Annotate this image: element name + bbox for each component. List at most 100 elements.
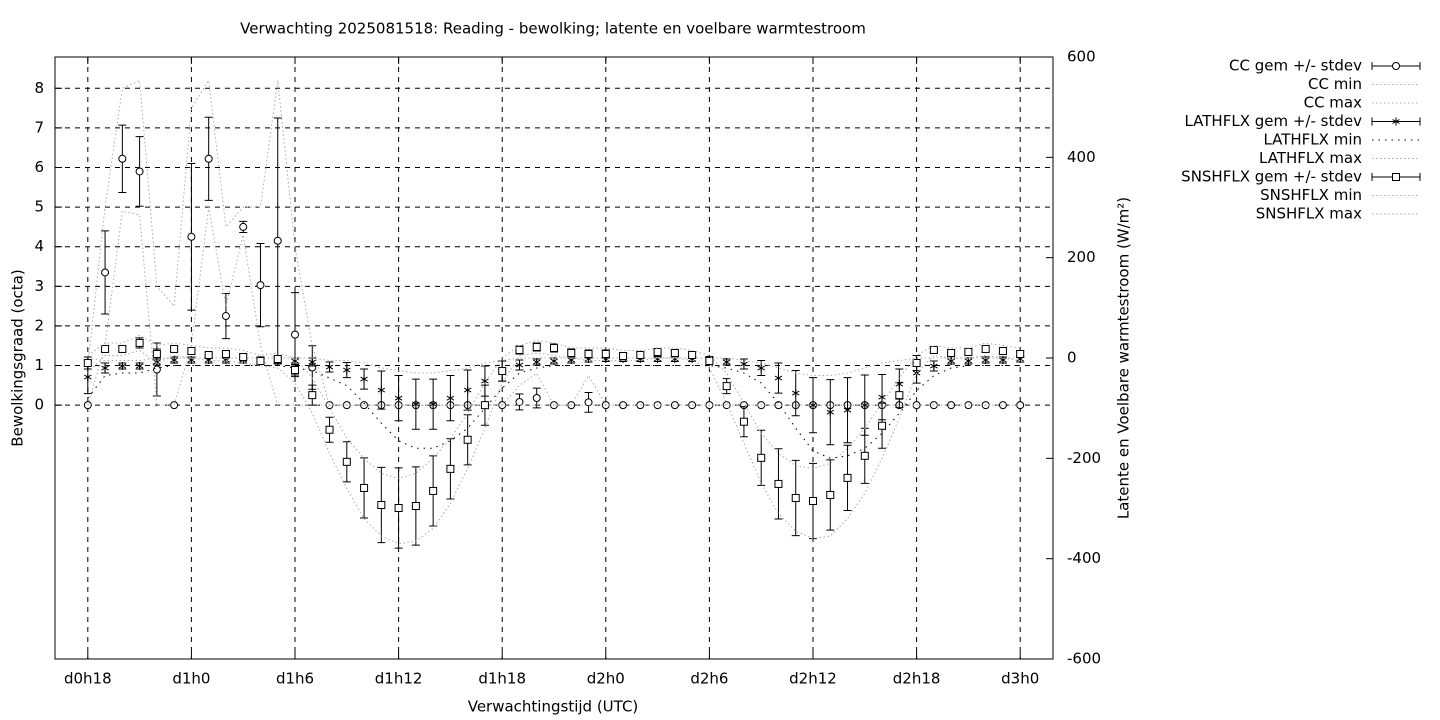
point: [221, 312, 230, 321]
min-max-line: [87, 207, 1021, 406]
point: [101, 344, 110, 353]
point: [619, 351, 628, 360]
point: [446, 464, 455, 473]
point: [722, 358, 731, 367]
point: [774, 479, 783, 488]
point: [964, 347, 973, 356]
point: [808, 496, 817, 505]
point: [377, 500, 386, 509]
point: [930, 362, 938, 371]
point: [740, 360, 748, 369]
point: [653, 347, 662, 356]
y-axis-label: Bewolkingsgraad (octa): [9, 269, 27, 446]
point: [308, 391, 317, 400]
point: [377, 386, 386, 395]
point: [429, 486, 438, 495]
point: [584, 398, 593, 407]
y2-tick-label: 400: [1067, 148, 1096, 166]
point: [187, 356, 196, 365]
legend-label: CC gem +/- stdev: [1229, 57, 1362, 75]
series: [83, 355, 1025, 446]
point: [688, 350, 697, 359]
point: [791, 493, 800, 502]
y-tick-label: 1: [34, 356, 44, 374]
point: [739, 417, 748, 426]
point: [912, 359, 921, 368]
point: [187, 346, 196, 355]
point: [101, 364, 109, 373]
point: [342, 457, 351, 466]
point: [843, 406, 852, 415]
point: [83, 359, 92, 368]
point: [152, 365, 161, 374]
point: [826, 490, 835, 499]
x-tick-label: d1h0: [172, 670, 210, 688]
point: [567, 348, 576, 357]
x-tick-label: d1h12: [375, 670, 423, 688]
point: [515, 397, 524, 406]
point: [515, 345, 524, 354]
point: [84, 373, 92, 382]
point: [1016, 349, 1025, 358]
point: [947, 357, 955, 366]
point: [204, 154, 213, 163]
series: [87, 207, 1021, 406]
point: [308, 358, 317, 367]
x-axis-label: Verwachtingstijd (UTC): [468, 698, 639, 716]
point: [291, 366, 300, 375]
x-tick-label: d2h6: [690, 670, 728, 688]
point: [411, 501, 420, 510]
point: [118, 154, 127, 163]
point: [809, 401, 817, 410]
point: [791, 389, 800, 398]
point: [636, 350, 645, 359]
point: [325, 363, 334, 372]
point: [221, 349, 230, 358]
legend-label: CC max: [1304, 94, 1363, 112]
point: [619, 401, 628, 410]
point: [929, 345, 938, 354]
legend-label: LATHFLX min: [1263, 131, 1362, 149]
point: [981, 356, 990, 365]
x-tick-label: d2h0: [587, 670, 625, 688]
point: [1392, 173, 1400, 181]
y-tick-label: 2: [34, 316, 44, 334]
y2-tick-label: -400: [1067, 549, 1101, 567]
point: [291, 330, 300, 339]
point: [998, 346, 1007, 355]
point: [826, 408, 835, 417]
series: [87, 357, 1021, 377]
point: [843, 473, 852, 482]
y2-tick-label: 0: [1067, 349, 1077, 367]
point: [1392, 62, 1400, 70]
point: [861, 401, 869, 410]
point: [532, 394, 541, 403]
point: [135, 362, 144, 371]
series: [87, 334, 1021, 479]
point: [722, 382, 731, 391]
x-tick-label: d2h18: [893, 670, 941, 688]
point: [878, 421, 887, 430]
y-tick-label: 6: [34, 158, 44, 176]
point: [152, 349, 161, 358]
point: [273, 355, 282, 364]
series: [87, 349, 1021, 545]
point: [498, 367, 507, 376]
point: [999, 356, 1007, 365]
point: [360, 375, 368, 384]
min-max-line: [87, 349, 1021, 545]
y2-tick-label: 600: [1067, 48, 1096, 66]
point: [412, 400, 420, 409]
chart-title: Verwachting 2025081518: Reading - bewolk…: [240, 20, 866, 38]
point: [170, 401, 179, 410]
legend-label: SNSHFLX max: [1256, 205, 1362, 223]
x-tick-label: d1h18: [478, 670, 526, 688]
point: [394, 394, 403, 403]
y-tick-label: 5: [34, 198, 44, 216]
point: [480, 401, 489, 410]
point: [429, 400, 437, 409]
point: [204, 350, 213, 359]
point: [273, 236, 282, 245]
point: [118, 344, 127, 353]
